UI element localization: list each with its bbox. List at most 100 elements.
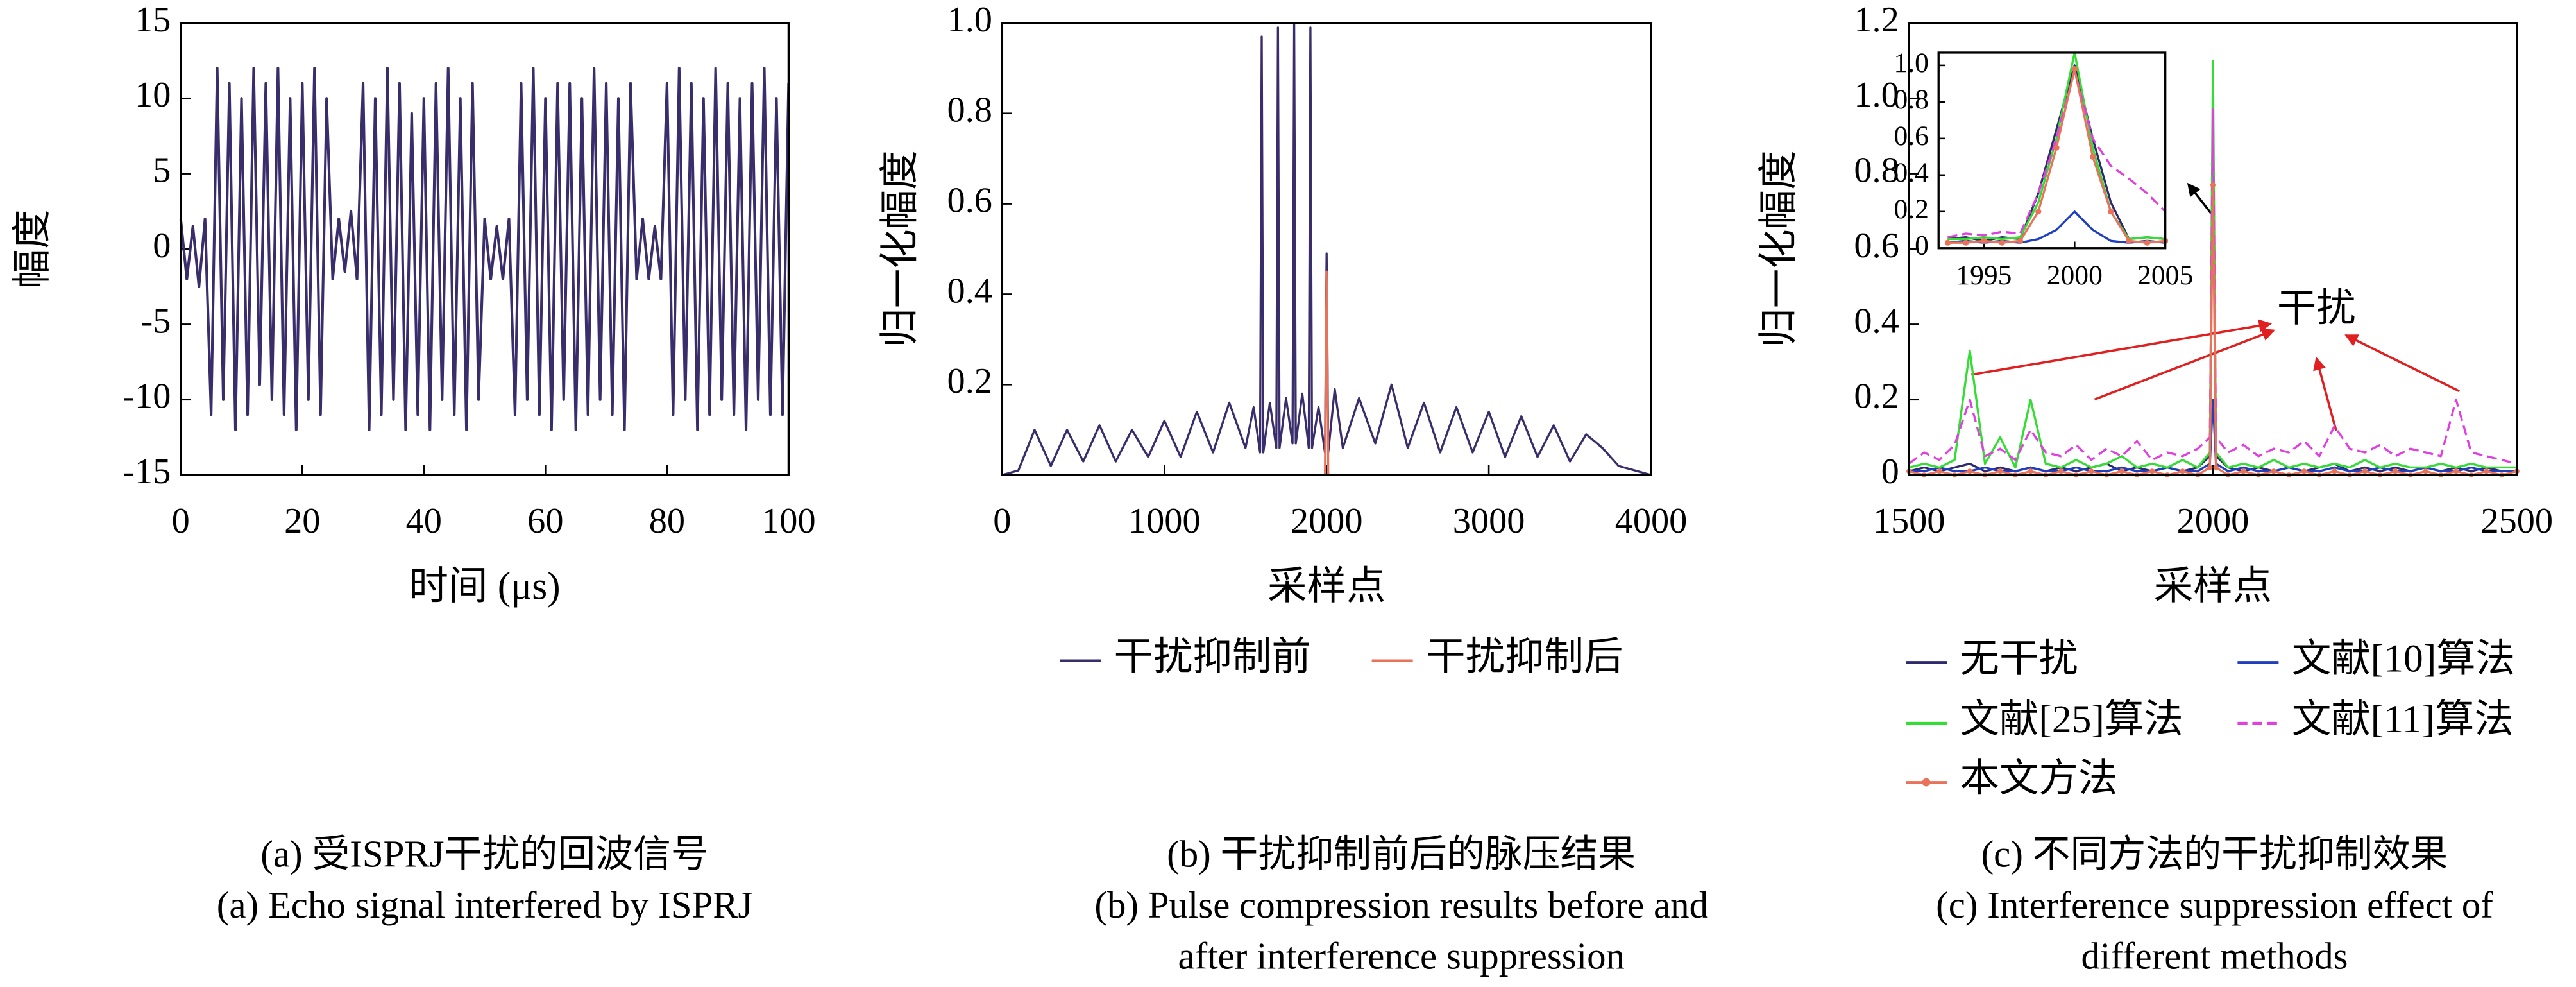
chart: 0.2 0.4 0.6 0.8 1.0 0 1000 2000 3000 4000 采样点 归一化幅度… — [878, 0, 1708, 977]
y-tick-label: 0.8 — [1894, 84, 1928, 115]
annotation-arrows — [1971, 319, 2460, 431]
x-tick-label: 1500 — [1873, 501, 1945, 541]
caption: different methods — [2081, 935, 2348, 977]
legend-label: 无干扰 — [1960, 637, 2078, 680]
series-marker — [1944, 239, 1951, 246]
legend-label: 文献[10]算法 — [2292, 637, 2515, 680]
y-tick-label: 0.4 — [947, 271, 992, 311]
y-tick-label: 1.0 — [947, 0, 992, 40]
legend-label: 文献[25]算法 — [1960, 698, 2183, 741]
series-marker — [1999, 239, 2005, 246]
legend-label: 干扰抑制后 — [1426, 635, 1623, 679]
y-tick-label: 0.8 — [1854, 151, 1899, 191]
caption: (b) 干扰抑制前后的脉压结果 — [1167, 833, 1636, 875]
y-tick-label: 15 — [135, 0, 171, 40]
x-tick-label: 2000 — [2177, 501, 2250, 541]
y-tick-label: -10 — [123, 377, 171, 416]
y-tick-label: 1.2 — [1854, 0, 1899, 40]
series-marker — [2484, 468, 2489, 474]
series-marker — [2108, 209, 2114, 215]
series-marker — [2053, 144, 2060, 151]
y-axis-label: 幅度 — [10, 210, 54, 289]
series-marker — [1997, 468, 2003, 474]
series-marker — [2144, 239, 2151, 246]
y-tick-label: 0.6 — [1854, 226, 1899, 266]
series-marker — [1936, 468, 1942, 474]
inset-chart: 0 0.2 0.4 0.6 0.8 1.0 1995 2000 2005 — [1894, 47, 2193, 291]
y-tick-label: 0.8 — [947, 90, 992, 130]
y-tick-label: 0.6 — [1894, 121, 1928, 151]
series-marker — [2119, 468, 2124, 474]
series-marker — [2017, 237, 2024, 244]
x-axis-label: 采样点 — [2154, 565, 2272, 608]
plot-frame — [1001, 22, 1652, 476]
x-tick-label: 100 — [761, 501, 816, 541]
series-marker — [1967, 468, 1972, 474]
y-tick-label: 5 — [153, 151, 171, 191]
x-axis-label: 时间 (μs) — [409, 565, 561, 608]
x-tick-label: 1995 — [1956, 260, 2012, 291]
y-tick-label: -5 — [140, 301, 171, 341]
y-tick-label: 0 — [153, 226, 171, 266]
series-marker — [2149, 468, 2155, 474]
series-marker — [2089, 468, 2094, 474]
series-line — [1001, 22, 1652, 476]
series-line — [179, 67, 790, 431]
y-tick-label: 0.2 — [1894, 194, 1928, 225]
inset-background — [1938, 52, 2165, 248]
legend-label: 文献[11]算法 — [2292, 698, 2514, 741]
x-tick-label: 40 — [406, 501, 442, 541]
series-line — [1909, 399, 2517, 472]
x-tick-label: 60 — [527, 501, 563, 541]
y-tick-label: 0 — [1915, 230, 1929, 261]
series-marker — [2423, 468, 2428, 474]
series-marker — [2362, 468, 2368, 474]
series-marker — [1963, 239, 1969, 246]
x-tick-label: 20 — [284, 501, 320, 541]
y-axis-label: 归一化幅度 — [878, 150, 922, 347]
series-marker — [2271, 468, 2276, 474]
caption: (c) Interference suppression effect of — [1936, 884, 2493, 926]
series-marker — [2126, 237, 2132, 244]
series-marker — [1981, 237, 1987, 244]
y-tick-label: 0.4 — [1854, 301, 1899, 341]
series-line — [1908, 108, 2518, 465]
inset-arrow — [2187, 182, 2212, 215]
arrow — [2344, 334, 2460, 393]
plot-frame — [1908, 22, 2518, 476]
y-tick-label: 1.0 — [1854, 75, 1899, 115]
y-tick-label: 10 — [135, 75, 171, 115]
y-tick-label: 1.0 — [1894, 47, 1928, 78]
series-line — [1947, 69, 2166, 239]
series-marker — [2332, 468, 2337, 474]
series-marker — [2241, 468, 2246, 474]
y-tick-label: 0 — [1881, 452, 1899, 492]
x-tick-label: 2005 — [2137, 260, 2193, 291]
legend-label: 本文方法 — [1960, 757, 2118, 800]
x-tick-label: 3000 — [1453, 501, 1525, 541]
caption: (c) 不同方法的干扰抑制效果 — [1981, 833, 2448, 875]
series-line — [1908, 59, 2517, 469]
series-marker — [2453, 468, 2459, 474]
annotation: 干扰 — [2277, 287, 2356, 330]
caption: (a) Echo signal interfered by ISPRJ — [217, 884, 753, 926]
series-marker — [2180, 468, 2185, 474]
y-tick-label: -15 — [123, 452, 171, 492]
series-marker — [2035, 209, 2042, 215]
y-axis-label: 归一化幅度 — [1757, 150, 1801, 347]
x-tick-label: 0 — [172, 501, 190, 541]
series-marker — [2213, 465, 2219, 470]
x-axis-label: 采样点 — [1267, 565, 1385, 608]
plot-frame — [1937, 51, 2167, 250]
x-tick-label: 0 — [993, 501, 1011, 541]
x-tick-label: 4000 — [1615, 501, 1688, 541]
plot-frame — [180, 22, 790, 476]
series-marker — [2071, 65, 2078, 73]
y-tick-label: 0.4 — [1894, 157, 1929, 188]
series-marker — [2089, 153, 2096, 160]
arrow — [2313, 356, 2337, 431]
series-marker — [2210, 182, 2216, 188]
